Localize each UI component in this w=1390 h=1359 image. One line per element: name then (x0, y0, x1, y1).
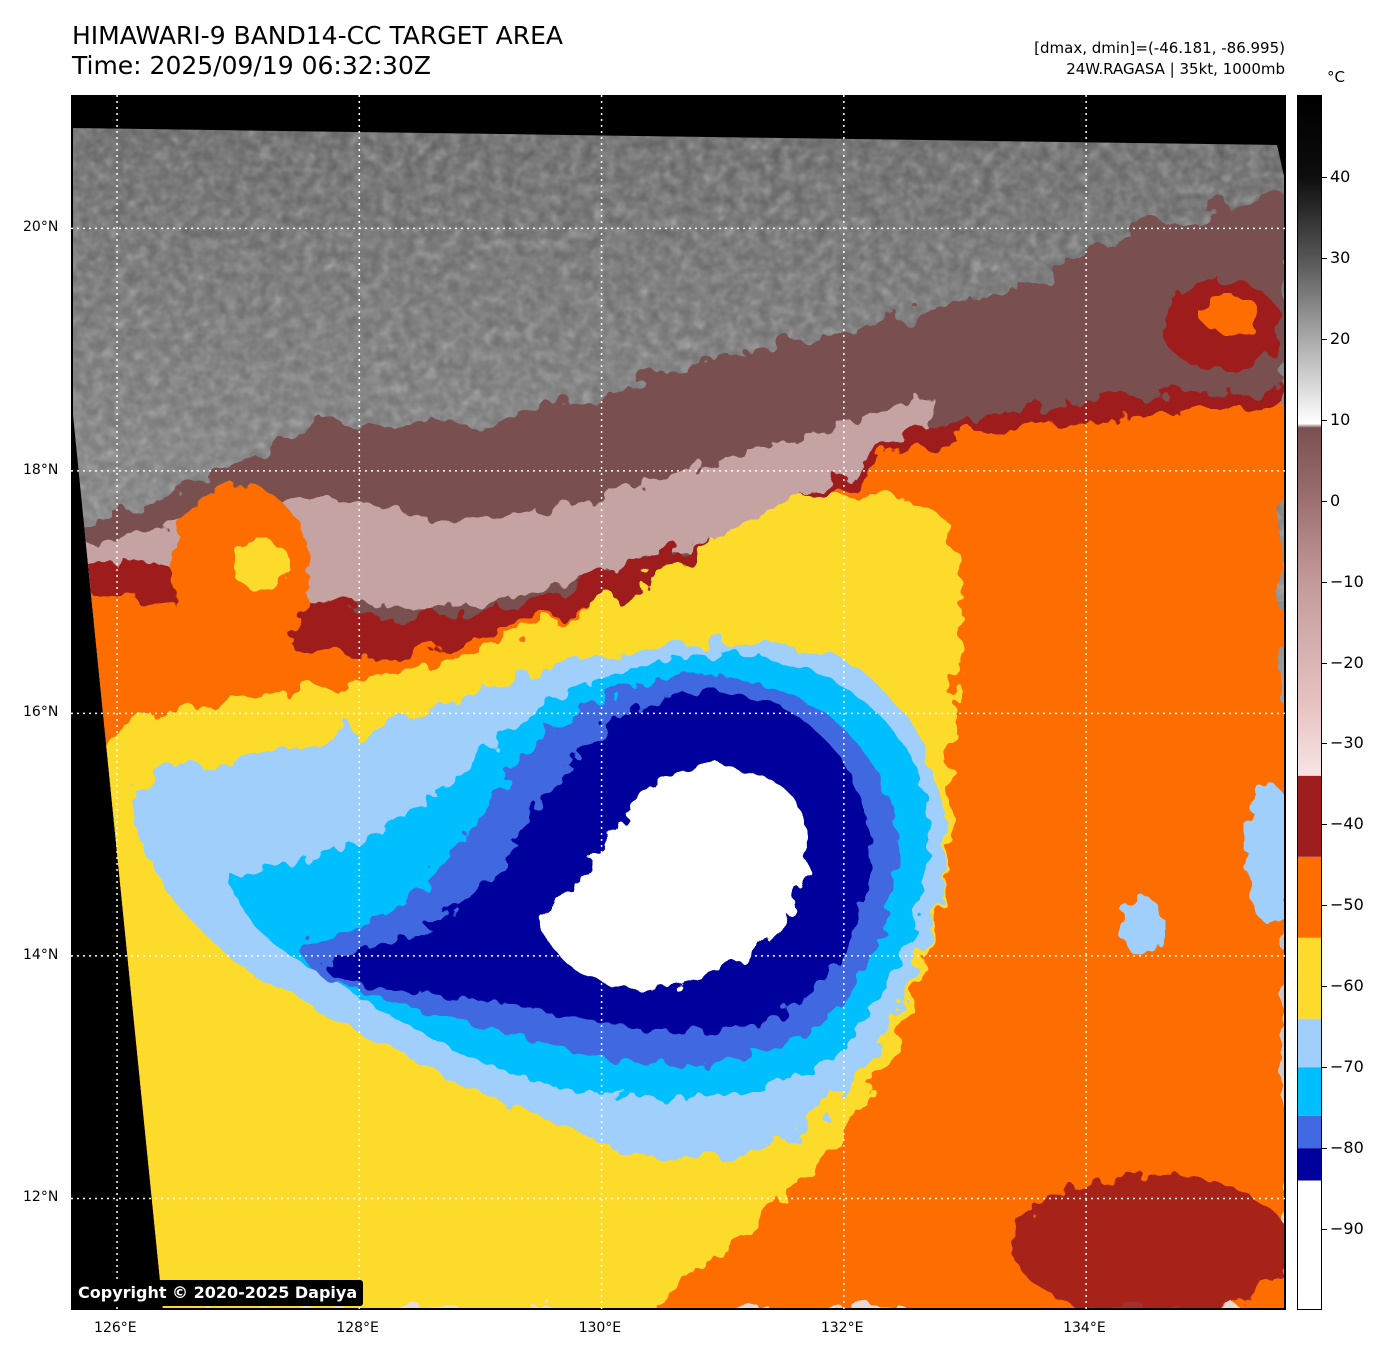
longitude-label: 134°E (1063, 1320, 1106, 1336)
colorbar-tick-label: −80 (1330, 1138, 1364, 1158)
colorbar-tick-mark (1322, 1229, 1327, 1231)
longitude-label: 132°E (820, 1320, 864, 1336)
colorbar-tick-mark (1322, 743, 1327, 745)
colorbar-tick-label: −20 (1330, 652, 1364, 672)
colorbar-tick-label: 10 (1330, 409, 1351, 429)
lat-lon-gridlines (71, 95, 1286, 1310)
colorbar-tick-label: 30 (1330, 247, 1351, 267)
colorbar-band (1298, 1115, 1321, 1149)
temperature-colorbar (1297, 95, 1322, 1310)
storm-info: 24W.RAGASA | 35kt, 1000mb (1066, 60, 1285, 78)
colorbar-tick-mark (1322, 257, 1327, 259)
chart-title: HIMAWARI-9 BAND14-CC TARGET AREA (72, 21, 564, 50)
colorbar-tick-mark (1322, 1067, 1327, 1069)
colorbar-tick-label: −30 (1330, 733, 1364, 753)
colorbar-tick-label: 0 (1330, 490, 1341, 510)
colorbar-tick-mark (1322, 419, 1327, 421)
cold-cloud-core (541, 765, 809, 988)
colorbar-tick-label: −50 (1330, 895, 1364, 915)
colorbar-tick-label: −90 (1330, 1219, 1364, 1239)
copyright-notice: Copyright © 2020-2025 Dapiya (72, 1280, 364, 1306)
latitude-label: 16°N (23, 704, 59, 721)
latitude-label: 18°N (23, 461, 59, 478)
colorbar-tick-label: −60 (1330, 976, 1364, 996)
colorbar-band (1298, 856, 1321, 938)
colorbar-tick-mark (1322, 500, 1327, 502)
colorbar-tick-label: −70 (1330, 1057, 1364, 1077)
latitude-label: 20°N (23, 219, 59, 236)
warm-patch-south (1011, 1175, 1286, 1310)
colorbar-gradient (1298, 96, 1321, 776)
warm-patch-west (231, 540, 291, 590)
colorbar-tick-mark (1322, 662, 1327, 664)
longitude-label: 126°E (94, 1320, 137, 1336)
intensity-range: [dmax, dmin]=(-46.181, -86.995) (1034, 39, 1285, 57)
colorbar-tick-label: 20 (1330, 328, 1351, 348)
latitude-label: 14°N (23, 946, 59, 963)
colorbar-band (1298, 1067, 1321, 1116)
satellite-map (71, 95, 1286, 1310)
colorbar-tick-mark (1322, 986, 1327, 988)
colorbar-tick-mark (1322, 824, 1327, 826)
colorbar-tick-mark (1322, 338, 1327, 340)
latitude-label: 12°N (23, 1189, 59, 1206)
cold-cell-east (1246, 785, 1286, 925)
warm-cell (1201, 295, 1261, 335)
timestamp: Time: 2025/09/19 06:32:30Z (72, 51, 431, 80)
colorbar-band (1298, 775, 1321, 857)
colorbar-tick-mark (1322, 581, 1327, 583)
cloud-top-pink (71, 395, 931, 695)
colorbar-tick-label: −10 (1330, 571, 1364, 591)
colorbar-tick-mark (1322, 1148, 1327, 1150)
longitude-label: 128°E (336, 1320, 379, 1336)
colorbar-tick-mark (1322, 176, 1327, 178)
colorbar-band (1298, 1018, 1321, 1068)
longitude-label: 130°E (578, 1320, 622, 1336)
colorbar-tick-label: 40 (1330, 166, 1351, 186)
colorbar-tick-label: −40 (1330, 814, 1364, 834)
colorbar-band (1298, 937, 1321, 1019)
colorbar-band (1298, 1148, 1321, 1181)
colorbar-unit: °C (1327, 68, 1345, 86)
cold-cell-east (1119, 895, 1163, 955)
colorbar-tick-mark (1322, 905, 1327, 907)
colorbar-band (1298, 1180, 1321, 1310)
map-frame (71, 95, 1286, 1310)
